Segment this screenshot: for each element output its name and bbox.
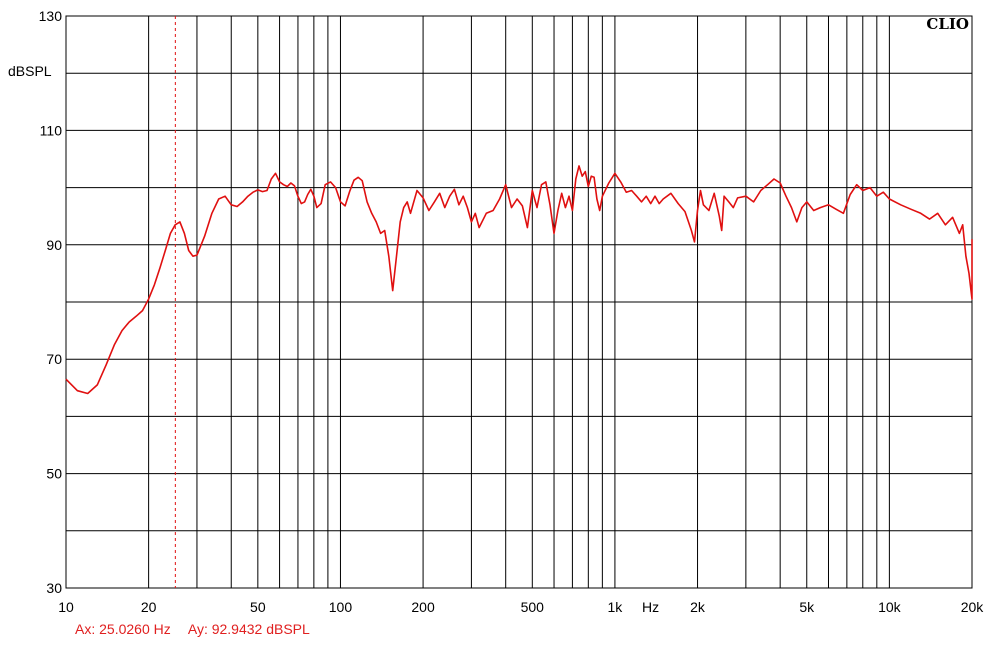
x-tick-label: 50 [250, 599, 266, 615]
cursor-y-readout: Ay: 92.9432 dBSPL [187, 621, 310, 637]
x-tick-label: 200 [411, 599, 435, 615]
cursor-x-readout: Ax: 25.0260 Hz [75, 621, 171, 637]
x-tick-label: 100 [329, 599, 353, 615]
x-tick-label: 2k [690, 599, 706, 615]
y-axis-label: dBSPL [8, 63, 52, 79]
y-tick-label: 90 [46, 237, 62, 253]
x-tick-label: 1k [608, 599, 624, 615]
y-tick-label: 30 [46, 580, 62, 596]
y-tick-label: 110 [40, 122, 63, 138]
x-tick-label: 5k [799, 599, 815, 615]
y-tick-label: 130 [39, 8, 63, 24]
cursor-readout: Ax: 25.0260 Hz Ay: 92.9432 dBSPL [75, 621, 324, 637]
x-tick-label: 10k [878, 599, 902, 615]
x-tick-label: 20 [141, 599, 157, 615]
y-tick-label: 70 [46, 351, 62, 367]
y-tick-label: 50 [46, 466, 62, 482]
clio-logo: CLIO [926, 15, 969, 33]
plot-area-frame [65, 15, 973, 589]
x-tick-label: 20k [961, 599, 985, 615]
series-line [65, 165, 973, 395]
chart-gridlines [66, 16, 972, 588]
x-tick-label: 10 [58, 599, 74, 615]
x-tick-label: 500 [521, 599, 545, 615]
x-axis-unit-label: Hz [642, 599, 659, 615]
x-axis-ticks: 10 20 50 100 200 500 1k 2k 5k 10k 20k [58, 599, 984, 615]
y-axis-ticks: 130 110 90 70 50 30 [39, 8, 63, 596]
